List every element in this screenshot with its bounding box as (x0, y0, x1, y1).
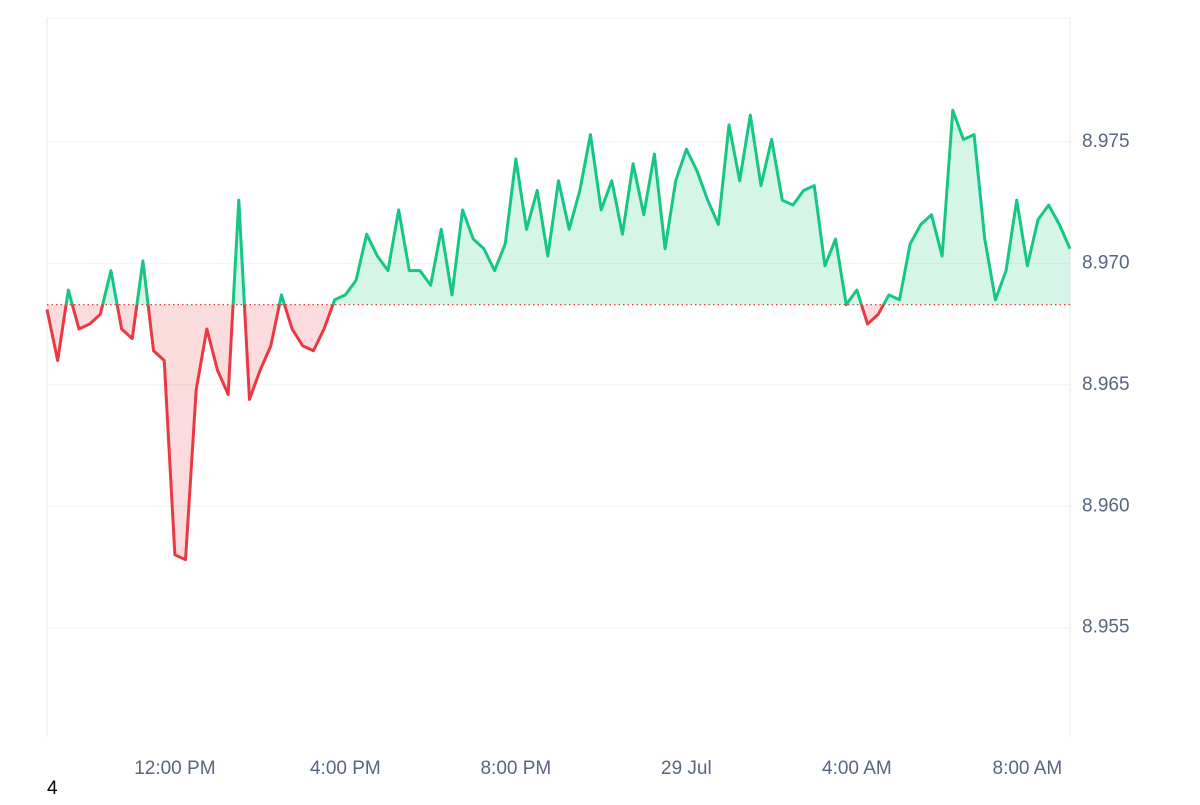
x-tick-label: 29 Jul (661, 758, 712, 779)
x-tick-label: 4:00 PM (310, 758, 381, 779)
y-tick-label: 8.960 (1082, 495, 1130, 516)
footnote: 4 (47, 778, 58, 799)
x-tick-label: 4:00 AM (822, 758, 892, 779)
marks (45, 108, 1072, 562)
price-line (45, 108, 1072, 562)
grid (47, 141, 1070, 629)
x-tick-label: 8:00 PM (480, 758, 551, 779)
x-tick-label: 12:00 PM (134, 758, 215, 779)
y-tick-label: 8.970 (1082, 252, 1130, 273)
y-tick-label: 8.955 (1082, 617, 1130, 638)
y-tick-label: 8.965 (1082, 374, 1130, 395)
area (47, 110, 1070, 560)
y-tick-label: 8.975 (1082, 131, 1130, 152)
x-tick-label: 8:00 AM (993, 758, 1063, 779)
